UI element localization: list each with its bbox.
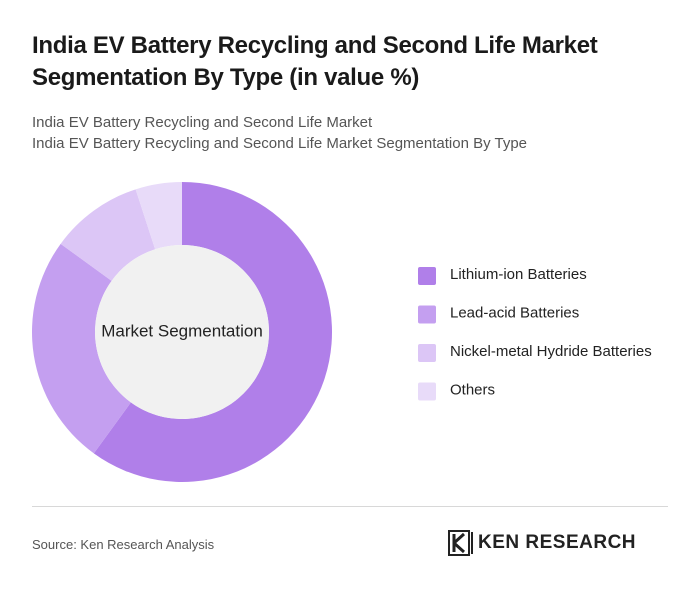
donut-slice bbox=[60, 189, 156, 281]
logo: KEN RESEARCH bbox=[448, 530, 636, 556]
legend-swatch bbox=[418, 344, 436, 362]
center-label: Market Segmentation bbox=[101, 321, 263, 340]
legend-label: Nickel-metal Hydride Batteries bbox=[450, 343, 652, 360]
donut-hole bbox=[95, 245, 269, 419]
donut-slice bbox=[135, 182, 182, 250]
subtitle: India EV Battery Recycling and Second Li… bbox=[32, 114, 373, 131]
logo-icon bbox=[448, 530, 470, 556]
subtitles: India EV Battery Recycling and Second Li… bbox=[32, 112, 527, 154]
legend-swatch bbox=[418, 305, 436, 324]
logo-text: KEN RESEARCH bbox=[478, 532, 637, 553]
donut-slice bbox=[32, 243, 131, 454]
legend-label: Others bbox=[450, 381, 495, 398]
chart: Market Segmentation Lithium-ion Batteries… bbox=[32, 182, 652, 482]
legend-label: Lithium-ion Batteries bbox=[450, 266, 587, 283]
logo-divider bbox=[471, 532, 473, 554]
donut-slice bbox=[93, 182, 332, 482]
legend-swatch bbox=[418, 382, 436, 401]
chart-title: India EV Battery Recycling and Second Li… bbox=[32, 32, 598, 91]
separator bbox=[32, 506, 668, 507]
legend-swatch bbox=[418, 267, 436, 285]
legend-label: Lead-acid Batteries bbox=[450, 304, 579, 321]
source-note: Source: Ken Research Analysis bbox=[32, 537, 215, 552]
subtitle: India EV Battery Recycling and Second Li… bbox=[32, 135, 527, 152]
